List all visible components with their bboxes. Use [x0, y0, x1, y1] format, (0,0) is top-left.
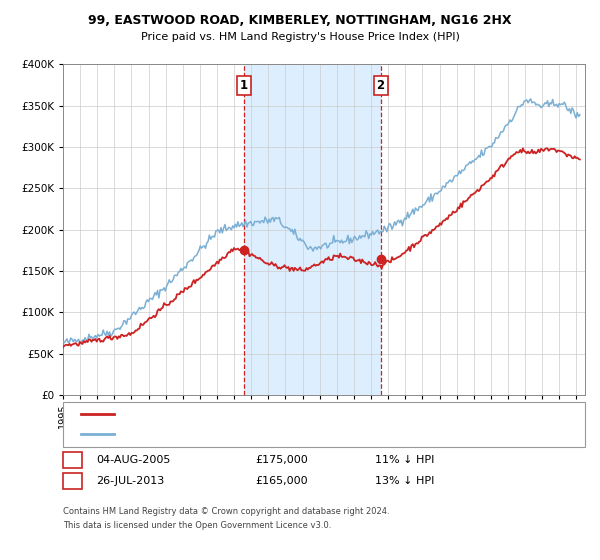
Text: Price paid vs. HM Land Registry's House Price Index (HPI): Price paid vs. HM Land Registry's House …: [140, 32, 460, 43]
Text: 04-AUG-2005: 04-AUG-2005: [96, 455, 170, 465]
Text: £165,000: £165,000: [255, 476, 308, 486]
Text: 1: 1: [240, 80, 248, 92]
Text: 99, EASTWOOD ROAD, KIMBERLEY, NOTTINGHAM, NG16 2HX: 99, EASTWOOD ROAD, KIMBERLEY, NOTTINGHAM…: [88, 14, 512, 27]
Text: Contains HM Land Registry data © Crown copyright and database right 2024.: Contains HM Land Registry data © Crown c…: [63, 507, 389, 516]
Text: 13% ↓ HPI: 13% ↓ HPI: [375, 476, 434, 486]
Text: 1: 1: [68, 453, 77, 466]
Text: 2: 2: [68, 474, 77, 488]
Text: £175,000: £175,000: [255, 455, 308, 465]
Text: 99, EASTWOOD ROAD, KIMBERLEY, NOTTINGHAM, NG16 2HX (detached house): 99, EASTWOOD ROAD, KIMBERLEY, NOTTINGHAM…: [120, 409, 515, 419]
Text: HPI: Average price, detached house, Broxtowe: HPI: Average price, detached house, Brox…: [120, 429, 351, 439]
Text: 11% ↓ HPI: 11% ↓ HPI: [375, 455, 434, 465]
Text: 2: 2: [377, 80, 385, 92]
Text: This data is licensed under the Open Government Licence v3.0.: This data is licensed under the Open Gov…: [63, 521, 331, 530]
Text: 26-JUL-2013: 26-JUL-2013: [96, 476, 164, 486]
Bar: [244, 64, 380, 395]
